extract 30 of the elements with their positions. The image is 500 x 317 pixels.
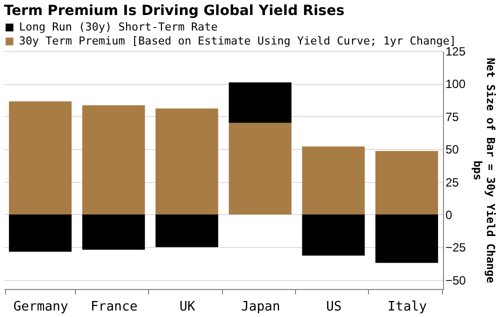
- bar: [302, 146, 365, 214]
- x-tick-label: Italy: [388, 300, 427, 314]
- legend-label: 30y Term Premium [Based on Estimate Using Yield Curve; 1yr Change]: [19, 34, 456, 48]
- legend-label: Long Run (30y) Short-Term Rate: [19, 20, 218, 34]
- bar: [82, 214, 145, 250]
- y-tick-label: −50: [446, 273, 466, 288]
- y-tick-label: −25: [446, 240, 466, 255]
- bar: [375, 214, 438, 263]
- y-tick-label: 25: [446, 175, 460, 190]
- y-tick-label: 75: [446, 110, 460, 124]
- bar: [375, 151, 438, 214]
- y-tick-label: 50: [446, 142, 460, 157]
- bar: [8, 214, 72, 252]
- x-tick-label: France: [90, 300, 138, 314]
- bar: [228, 122, 292, 214]
- x-tick-label: UK: [180, 300, 196, 314]
- chart-title: Term Premium Is Driving Global Yield Rises: [4, 3, 344, 19]
- bar: [8, 101, 72, 214]
- x-tick-label: Germany: [13, 300, 68, 314]
- y-tick-label: 100: [446, 77, 466, 92]
- bar: [228, 82, 292, 123]
- x-tick-label: US: [326, 300, 342, 314]
- y-tick-label: 125: [446, 44, 466, 58]
- bar: [156, 214, 218, 248]
- bar: [156, 108, 218, 214]
- x-tick-label: Japan: [241, 300, 280, 314]
- y-axis-title: Net Size of Bar = 30y Yield Change bps: [470, 58, 497, 284]
- y-tick-label: 0: [446, 208, 452, 222]
- bar: [302, 214, 365, 256]
- bar: [82, 105, 145, 214]
